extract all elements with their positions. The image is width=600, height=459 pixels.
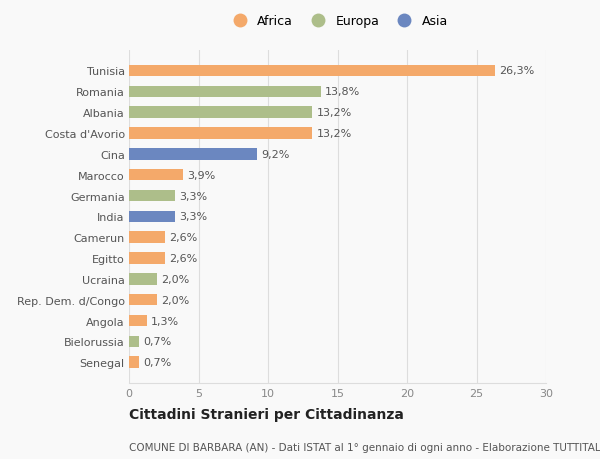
Bar: [129, 169, 183, 181]
Bar: [129, 66, 494, 77]
Text: Cittadini Stranieri per Cittadinanza: Cittadini Stranieri per Cittadinanza: [129, 407, 404, 421]
Text: 13,2%: 13,2%: [317, 108, 352, 118]
Text: 26,3%: 26,3%: [499, 67, 534, 76]
Text: 9,2%: 9,2%: [261, 150, 289, 159]
Bar: [129, 149, 257, 160]
Text: 1,3%: 1,3%: [151, 316, 179, 326]
Bar: [129, 232, 165, 243]
Text: 13,2%: 13,2%: [317, 129, 352, 139]
Text: 2,0%: 2,0%: [161, 295, 189, 305]
Bar: [129, 190, 175, 202]
Text: 0,7%: 0,7%: [143, 358, 171, 367]
Text: 2,0%: 2,0%: [161, 274, 189, 284]
Legend: Africa, Europa, Asia: Africa, Europa, Asia: [222, 10, 453, 33]
Bar: [129, 294, 157, 306]
Text: 2,6%: 2,6%: [169, 253, 197, 263]
Bar: [129, 86, 321, 98]
Text: COMUNE DI BARBARA (AN) - Dati ISTAT al 1° gennaio di ogni anno - Elaborazione TU: COMUNE DI BARBARA (AN) - Dati ISTAT al 1…: [129, 442, 600, 452]
Text: 3,9%: 3,9%: [187, 170, 215, 180]
Text: 3,3%: 3,3%: [179, 212, 207, 222]
Bar: [129, 253, 165, 264]
Text: 0,7%: 0,7%: [143, 336, 171, 347]
Bar: [129, 357, 139, 368]
Text: 13,8%: 13,8%: [325, 87, 360, 97]
Bar: [129, 336, 139, 347]
Bar: [129, 274, 157, 285]
Bar: [129, 315, 147, 326]
Bar: [129, 107, 313, 118]
Text: 2,6%: 2,6%: [169, 233, 197, 243]
Text: 3,3%: 3,3%: [179, 191, 207, 201]
Bar: [129, 128, 313, 140]
Bar: [129, 211, 175, 223]
